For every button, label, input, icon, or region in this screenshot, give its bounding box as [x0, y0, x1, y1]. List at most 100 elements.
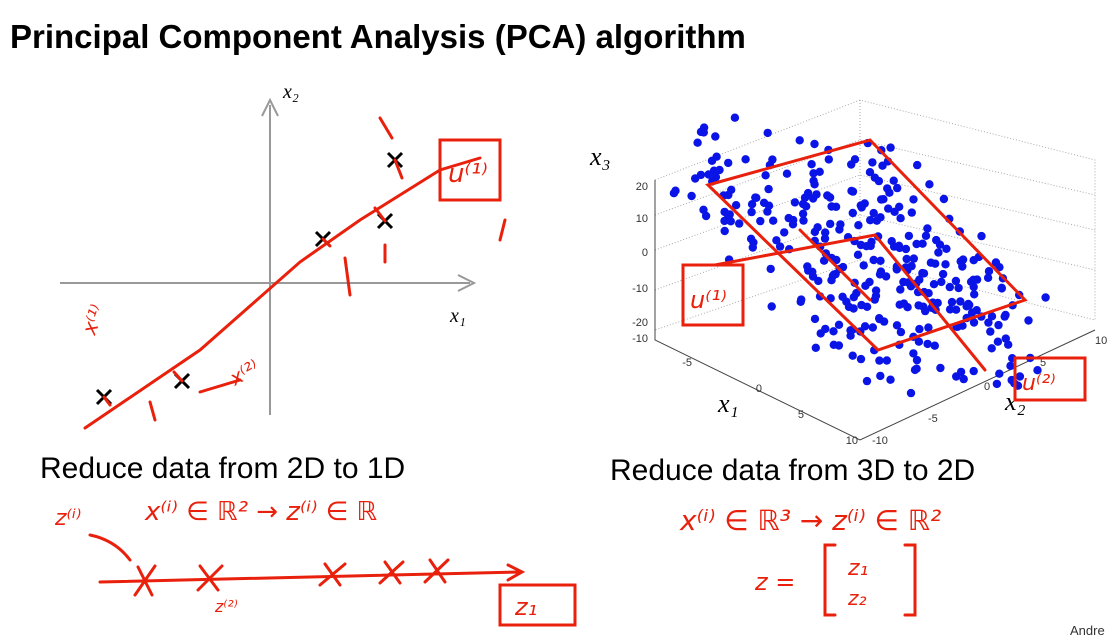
dot [871, 291, 881, 300]
dot [886, 375, 895, 384]
dot [892, 321, 902, 330]
dot [747, 207, 756, 217]
dot [942, 244, 951, 253]
dot [969, 282, 978, 292]
dot [1001, 310, 1010, 320]
dot [724, 158, 733, 168]
dot [906, 282, 916, 291]
annotation-crosses [133, 558, 450, 597]
dot [726, 217, 735, 226]
dot [766, 264, 775, 274]
dot [848, 187, 858, 196]
annotation: z = [754, 568, 795, 596]
dot [915, 275, 924, 284]
dot [1015, 372, 1025, 381]
axis-label: x₁ [449, 305, 466, 327]
dot [907, 208, 916, 217]
dot [810, 139, 819, 149]
dot [730, 113, 740, 122]
tick-label: 10 [846, 435, 858, 447]
dot [854, 221, 863, 230]
dot [892, 265, 901, 274]
annotation: z⁽ⁱ⁾ [54, 506, 81, 531]
dot [798, 209, 808, 218]
dot [923, 339, 932, 349]
dot [875, 356, 884, 365]
dot [872, 216, 881, 225]
dot [696, 170, 706, 180]
dot [951, 305, 961, 314]
dot [810, 180, 819, 189]
annotation: x⁽ⁱ⁾ ∈ ℝ³ → z⁽ⁱ⁾ ∈ ℝ² [679, 504, 941, 537]
dot [913, 160, 922, 170]
dot [902, 254, 911, 264]
dot [720, 207, 729, 217]
dot [889, 176, 898, 185]
footer: Andre [1070, 623, 1105, 635]
dot [909, 195, 918, 204]
dot [811, 343, 820, 352]
dot [862, 302, 872, 311]
dot [821, 324, 830, 334]
dot [807, 160, 816, 169]
dot [987, 344, 996, 353]
dot [912, 364, 921, 373]
dot [899, 299, 909, 308]
dot [874, 176, 884, 186]
dot [772, 236, 781, 245]
dot [868, 158, 877, 167]
dot [995, 369, 1004, 378]
dot [831, 202, 841, 211]
dot [767, 302, 776, 311]
arrowhead [261, 97, 279, 117]
dot [912, 355, 922, 365]
dot [972, 306, 981, 315]
dot [866, 216, 875, 225]
dot [926, 258, 936, 267]
dot [899, 277, 908, 287]
dot [862, 376, 872, 386]
tick-label: 10 [636, 213, 648, 225]
annotation-box [681, 263, 745, 327]
dot [958, 255, 968, 264]
dot [958, 262, 967, 271]
dot [761, 171, 770, 180]
dot [884, 204, 893, 213]
dot [937, 277, 946, 287]
dot [853, 250, 863, 259]
dot [879, 317, 889, 326]
caption: Reduce data from 2D to 1D [40, 452, 405, 485]
dot [782, 169, 792, 178]
dot [915, 324, 924, 334]
dot [896, 327, 906, 337]
tick-label: 5 [798, 409, 804, 421]
annotation-box [438, 138, 502, 202]
dot [704, 170, 713, 179]
dot [945, 282, 954, 292]
dot [956, 367, 966, 377]
annotation: u⁽¹⁾ [690, 286, 727, 314]
dot [842, 297, 851, 306]
dot [906, 388, 916, 398]
plane [705, 138, 1028, 372]
left-diagram: x₂ x₁ u⁽¹⁾ x⁽¹⁾ x⁽²⁾ Reduce data from 2D… [40, 81, 577, 627]
dot [894, 241, 904, 250]
dot [834, 341, 844, 350]
annotation: x⁽¹⁾ [77, 301, 110, 338]
dot [914, 301, 923, 310]
dot [826, 219, 835, 229]
dot [800, 193, 810, 202]
dot [712, 152, 721, 161]
dot [962, 302, 971, 311]
dot [912, 239, 921, 249]
dot [848, 208, 857, 218]
box-frame [654, 180, 1096, 441]
dot [896, 214, 905, 223]
dot [752, 193, 761, 202]
dot [994, 320, 1003, 330]
dot [984, 318, 993, 327]
dot [860, 322, 870, 331]
dot [983, 273, 993, 282]
axis-label: x₃ [589, 142, 611, 171]
annotation-strokes [88, 533, 132, 562]
